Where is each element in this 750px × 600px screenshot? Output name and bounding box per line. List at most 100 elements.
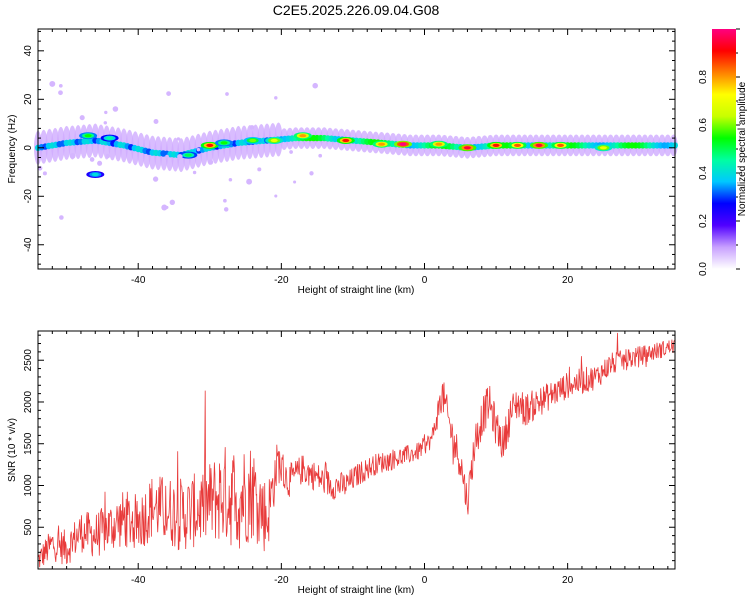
snr-y-tick-label: 2000 xyxy=(23,390,34,413)
spectrogram-speck xyxy=(166,91,171,96)
spectrogram-hotspot xyxy=(557,143,564,147)
spectrogram-speck xyxy=(169,199,175,205)
spectrogram-panel: -40 -20 0 20 -40 -20 0 20 40 Height of s… xyxy=(7,28,678,296)
spectrogram-speck xyxy=(318,153,323,158)
spectrogram-speck xyxy=(249,125,255,130)
spectrogram-speck xyxy=(97,160,103,166)
spectrogram-speck xyxy=(105,153,111,159)
spectrogram-speck xyxy=(104,110,108,115)
spectrogram-speck xyxy=(112,106,119,112)
spectrogram-speck xyxy=(177,153,183,160)
spectrogram-hotspot xyxy=(342,138,350,143)
spec-y-tick-label: -20 xyxy=(23,189,34,204)
spec-y-tick-label: 40 xyxy=(23,45,34,57)
snr-x-tick-labels: -40 -20 0 20 xyxy=(131,575,574,586)
colorbar: 0.0 0.2 0.4 0.6 0.8 Normalized spectral … xyxy=(698,28,748,276)
spectrogram-hotspot xyxy=(514,143,521,147)
spec-x-tick-label: 20 xyxy=(562,275,574,286)
colorbar-gradient xyxy=(712,29,736,269)
snr-series-line xyxy=(38,332,675,568)
snr-panel: -40 -20 0 20 500 1000 1500 2000 2500 Hei… xyxy=(7,330,676,596)
spectrogram-hotspot xyxy=(435,142,443,146)
spectrogram-speck xyxy=(246,178,253,185)
spectrogram-ticks xyxy=(37,29,675,269)
spectrogram-speck xyxy=(103,121,108,125)
spectrogram-speck xyxy=(49,80,56,87)
colorbar-tick-label: 0.8 xyxy=(698,70,709,84)
snr-y-tick-labels: 500 1000 1500 2000 2500 xyxy=(23,349,34,536)
spectrogram-speck xyxy=(161,204,168,211)
spectrogram-speck xyxy=(223,207,229,212)
spectrogram-hotspot xyxy=(106,136,114,140)
snr-y-tick-label: 1000 xyxy=(23,474,34,497)
spectrogram-speck xyxy=(176,137,181,141)
spectrogram-hotspot xyxy=(399,142,407,146)
spectrogram-x-tick-labels: -40 -20 0 20 xyxy=(131,275,574,286)
spectrogram-speck xyxy=(274,96,278,100)
snr-frame xyxy=(37,330,676,570)
spectrogram-hotspot xyxy=(492,143,500,147)
spectrogram-y-tick-labels: -40 -20 0 20 40 xyxy=(23,45,34,252)
snr-x-tick-label: -40 xyxy=(131,575,146,586)
spectrogram-speck xyxy=(165,154,169,159)
colorbar-label: Normalized spectral amplitude xyxy=(737,81,748,216)
spectrogram-hotspot xyxy=(220,141,228,145)
spectrogram-hotspot xyxy=(206,143,214,147)
colorbar-tick-labels: 0.0 0.2 0.4 0.6 0.8 xyxy=(698,70,709,276)
spectrogram-speck xyxy=(293,180,297,184)
snr-ticks xyxy=(37,331,675,570)
spec-x-tick-label: 0 xyxy=(422,275,428,286)
snr-y-tick-label: 1500 xyxy=(23,432,34,455)
spectrogram-speck xyxy=(58,83,63,88)
spectrogram-speck xyxy=(59,215,64,220)
colorbar-ticks xyxy=(736,28,740,270)
spectrogram-hotspot xyxy=(599,146,607,150)
spectrogram-speck xyxy=(192,170,197,175)
spectrogram-speck xyxy=(309,171,314,176)
spectrogram-y-axis-label: Frequency (Hz) xyxy=(7,115,18,184)
spectrogram-hotspot xyxy=(270,138,278,143)
snr-y-tick-label: 2500 xyxy=(23,349,34,372)
snr-x-tick-label: -20 xyxy=(274,575,289,586)
spectrogram-hotspot xyxy=(378,142,386,146)
snr-x-tick-label: 0 xyxy=(422,575,428,586)
spectrogram-speck xyxy=(89,157,95,162)
spectrogram-frame xyxy=(37,28,676,270)
spectrogram-speck xyxy=(312,82,318,89)
spec-y-tick-label: 20 xyxy=(23,93,34,105)
spectrogram-speck xyxy=(225,92,229,96)
spectrogram-hotspot xyxy=(84,134,92,138)
spectrogram-heat xyxy=(34,80,678,220)
spectrogram-speck xyxy=(228,177,233,182)
spectrogram-hotspot xyxy=(249,138,257,143)
figure-title: C2E5.2025.226.09.04.G08 xyxy=(273,2,440,18)
snr-y-tick-label: 500 xyxy=(23,518,34,535)
spectrogram-speck xyxy=(257,167,262,172)
spectrogram-hotspot xyxy=(184,153,192,157)
spectrogram-speck xyxy=(274,194,278,198)
spectrogram-speck xyxy=(69,152,76,159)
spectrogram-speck xyxy=(42,171,47,176)
spectrogram-speck xyxy=(58,90,63,96)
spectrogram-speck xyxy=(207,159,214,165)
colorbar-tick-label: 0.2 xyxy=(698,214,709,228)
spectrogram-speck xyxy=(196,147,201,152)
spectrogram-speck xyxy=(152,176,159,182)
colorbar-tick-label: 0.0 xyxy=(698,262,709,276)
spectrogram-speck xyxy=(79,115,85,121)
spectrogram-x-axis-label: Height of straight line (km) xyxy=(298,285,415,296)
snr-x-axis-label: Height of straight line (km) xyxy=(298,585,415,596)
snr-y-axis-label: SNR (10 * v/v) xyxy=(7,418,18,482)
spec-x-tick-label: -20 xyxy=(274,275,289,286)
spectrogram-speck xyxy=(153,119,159,124)
spec-y-tick-label: -40 xyxy=(23,237,34,252)
spec-y-tick-label: 0 xyxy=(23,145,34,151)
colorbar-tick-label: 0.4 xyxy=(698,166,709,180)
spectrogram-speck xyxy=(289,150,293,154)
spectrogram-speck xyxy=(223,198,227,203)
spectrogram-hotspot xyxy=(535,143,543,147)
colorbar-tick-label: 0.6 xyxy=(698,118,709,132)
spectrogram-hotspot xyxy=(463,146,471,150)
spectrogram-hotspot xyxy=(299,134,307,138)
